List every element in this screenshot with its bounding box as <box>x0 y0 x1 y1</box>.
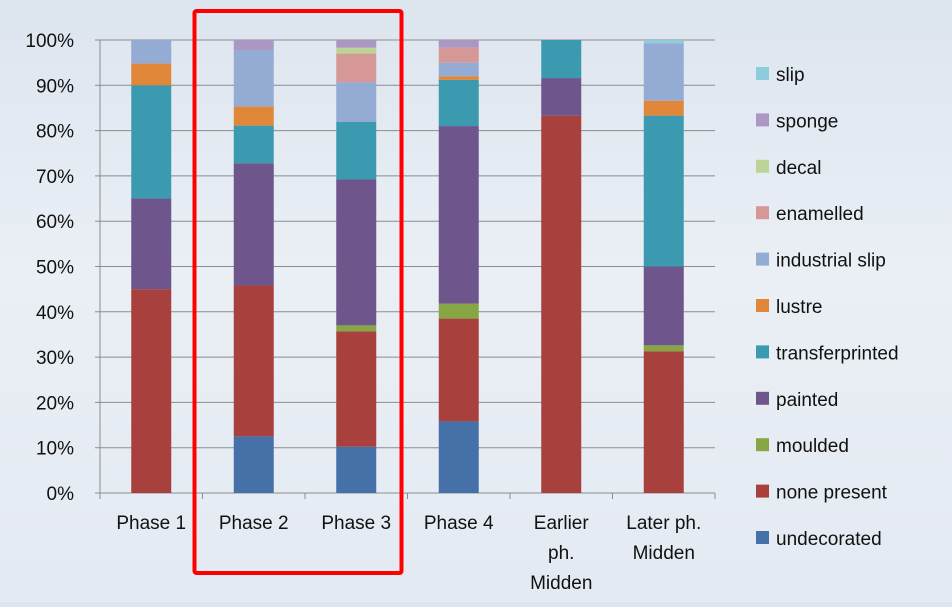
bar-segment-moulded <box>438 303 479 319</box>
bar-segment-undecorated <box>233 436 274 493</box>
x-tick-label: Midden <box>530 573 592 594</box>
bar-segment-transferprinted <box>131 85 172 199</box>
bar-segment-transferprinted <box>643 115 684 267</box>
bar-segment-moulded <box>643 345 684 352</box>
y-tick-label: 60% <box>36 212 74 233</box>
bar-segment-none-present <box>541 115 582 493</box>
y-tick-label: 100% <box>25 31 74 52</box>
legend-swatch <box>756 345 769 359</box>
y-tick-label: 40% <box>36 303 74 324</box>
bar-segment-none-present <box>643 351 684 493</box>
x-tick-label: Phase 4 <box>424 513 494 534</box>
legend-label: moulded <box>776 436 849 457</box>
legend-label: sponge <box>776 111 838 132</box>
legend-label: painted <box>776 390 838 411</box>
y-tick-label: 80% <box>36 122 74 143</box>
bar-segment-painted <box>643 266 684 346</box>
y-tick-label: 10% <box>36 439 74 460</box>
legend-swatch <box>756 438 769 452</box>
bar-segment-undecorated <box>438 421 479 493</box>
legend-swatch <box>756 484 769 498</box>
bar-segment-painted <box>131 198 172 290</box>
bar-segment-painted <box>336 179 377 326</box>
bar-segment-transferprinted <box>336 121 377 180</box>
legend-label: none present <box>776 483 888 504</box>
bar-segment-undecorated <box>336 446 377 493</box>
bar-segment-painted <box>438 126 479 304</box>
y-tick-label: 0% <box>47 484 75 505</box>
legend: slip sponge decal enamelled industrial slip l… <box>756 65 899 550</box>
x-tick-label: Later ph. <box>626 513 701 534</box>
y-tick-label: 20% <box>36 393 74 414</box>
legend-swatch <box>756 252 769 266</box>
bar-segment-transferprinted <box>541 40 582 79</box>
bar-segment-lustre <box>438 76 479 80</box>
bars <box>131 40 684 493</box>
highlight-box <box>192 9 404 575</box>
legend-swatch <box>756 299 769 312</box>
legend-label: enamelled <box>776 204 864 225</box>
bar-segment-industrial-slip <box>336 82 377 122</box>
y-tick-label: 90% <box>36 76 74 97</box>
bar-segment-sponge <box>438 40 479 48</box>
bar-segment-industrial-slip <box>438 62 479 77</box>
bar-segment-lustre <box>131 63 172 86</box>
bar-segment-sponge <box>233 40 274 50</box>
bar-segment-industrial-slip <box>131 40 172 64</box>
bar-segment-painted <box>541 78 582 116</box>
x-tick-label: Midden <box>633 543 695 564</box>
bar-segment-industrial-slip <box>643 43 684 101</box>
legend-label: lustre <box>776 297 822 318</box>
legend-label: industrial slip <box>776 251 886 272</box>
bar-segment-none-present <box>131 289 172 493</box>
x-tick-label: ph. <box>548 543 574 564</box>
axes <box>95 39 716 499</box>
bar-segment-decal <box>336 47 377 54</box>
legend-label: transferprinted <box>776 343 899 364</box>
legend-swatch <box>756 67 769 80</box>
bar-segment-enamelled <box>336 53 377 83</box>
x-tick-label: Phase 2 <box>219 513 289 534</box>
bar-segment-enamelled <box>438 47 479 63</box>
legend-swatch <box>756 113 769 127</box>
legend-swatch <box>756 206 769 220</box>
gridlines <box>100 39 715 494</box>
y-tick-label: 50% <box>36 258 74 279</box>
bar-segment-none-present <box>336 331 377 447</box>
legend-label: slip <box>776 65 805 86</box>
legend-swatch <box>756 531 769 544</box>
bar-segment-lustre <box>643 100 684 116</box>
x-tick-label: Phase 1 <box>116 513 186 534</box>
bar-segment-moulded <box>336 325 377 332</box>
legend-label: undecorated <box>776 529 882 550</box>
highlight-rectangle <box>192 9 404 575</box>
x-tick-label: Earlier <box>534 513 590 534</box>
bar-segment-transferprinted <box>438 79 479 127</box>
bar-segment-sponge <box>336 40 377 48</box>
bar-segment-transferprinted <box>233 125 274 164</box>
y-tick-label: 30% <box>36 348 74 369</box>
legend-label: decal <box>776 158 821 179</box>
bar-segment-painted <box>233 163 274 286</box>
y-tick-label: 70% <box>36 167 74 188</box>
bar-segment-none-present <box>438 318 479 422</box>
bar-segment-slip <box>643 40 684 44</box>
bar-segment-lustre <box>233 106 274 126</box>
x-tick-label: Phase 3 <box>321 513 391 534</box>
legend-swatch <box>756 159 769 173</box>
bar-segment-industrial-slip <box>233 49 274 107</box>
legend-swatch <box>756 391 769 405</box>
bar-segment-none-present <box>233 285 274 437</box>
axis-labels: 0% 10% 20% 30% 40% 50% 60% 70% 80% 90% 100% Phase 1… <box>25 31 701 594</box>
